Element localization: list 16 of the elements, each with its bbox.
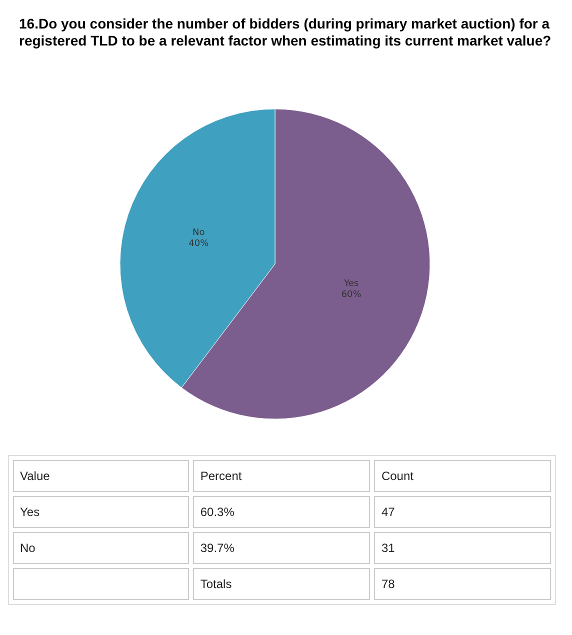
data-label: 40% (188, 238, 210, 249)
text: 78 (374, 568, 551, 600)
slice-label: No (192, 228, 206, 238)
text: 47 (374, 496, 551, 528)
text: 31 (374, 532, 551, 564)
text: Value (13, 460, 190, 492)
text: 60.3% (193, 496, 370, 528)
chart-title: 16.Do you consider the number of bidders (during primary market auction) for a registered TLD to be a relevant factor when estimating its current market value? (19, 16, 554, 48)
category-label: Yes (20, 505, 40, 519)
slice-label: Yes (343, 279, 359, 290)
text: Totals (193, 568, 370, 600)
text: 39.7% (193, 532, 370, 564)
data-label: 60% (341, 290, 362, 300)
category-label: No (20, 541, 36, 555)
text: Percent (193, 460, 370, 492)
text: Count (374, 460, 551, 492)
